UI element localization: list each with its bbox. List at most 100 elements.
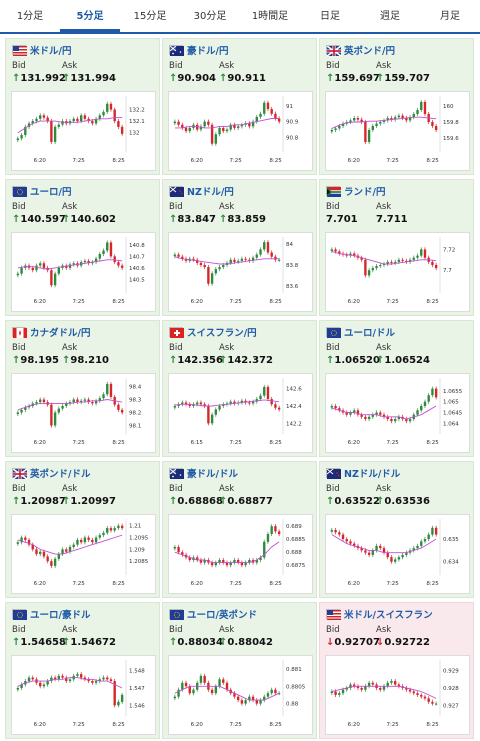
candle-body [177, 547, 180, 553]
y-tick-label: 132 [129, 131, 140, 137]
candle-body [248, 259, 251, 261]
pair-name[interactable]: ランド/円 [344, 187, 386, 198]
pair-name[interactable]: NZドル/ドル [344, 469, 401, 480]
pair-name[interactable]: ユーロ/英ポンド [187, 610, 257, 621]
candle-body [57, 554, 61, 559]
rate-card[interactable]: スイスフラン/円 Bid Ask ↑142.356 ↑142.372 142.6… [162, 320, 317, 457]
candlestick-chart[interactable]: 160 159.8 159.6 6:20 7:25 8:25 [325, 91, 470, 171]
candle-body [16, 273, 20, 276]
pair-title-link[interactable]: 米ドル/円 [12, 43, 71, 57]
rate-card[interactable]: カナダドル/円 Bid Ask ↑98.195 ↑98.210 98.4 98.3… [5, 320, 160, 457]
rate-card[interactable]: NZドル/円 Bid Ask ↑83.847 ↑83.859 84 83.8 83.… [162, 179, 317, 316]
pair-name[interactable]: 米ドル/円 [30, 46, 72, 57]
pair-title-link[interactable]: NZドル/円 [169, 184, 234, 198]
rate-card[interactable]: ユーロ/英ポンド Bid Ask ↑0.88034 ↑0.88042 0.881… [162, 602, 317, 739]
pair-name[interactable]: スイスフラン/円 [187, 328, 257, 339]
pair-name[interactable]: NZドル/円 [187, 187, 234, 198]
rate-card[interactable]: 豪ドル/ドル Bid Ask ↑0.68868 ↑0.68877 0.689 0.… [162, 461, 317, 598]
candlestick-chart[interactable]: 0.881 0.8805 0.88 6:20 7:25 8:25 [168, 655, 313, 735]
pair-title-link[interactable]: 豪ドル/ドル [169, 466, 238, 480]
pair-name[interactable]: ユーロ/ドル [344, 328, 395, 339]
tab-0[interactable]: 1分足 [16, 11, 44, 22]
tab-4[interactable]: 1時間足 [251, 11, 289, 22]
pair-name[interactable]: 英ポンド/ドル [30, 469, 91, 480]
candlestick-chart[interactable]: 142.6 142.4 142.2 6:15 7:25 8:25 [168, 373, 313, 453]
pair-title-link[interactable]: 英ポンド/円 [326, 43, 395, 57]
candle-body [188, 557, 191, 560]
candle-body [393, 681, 397, 685]
candlestick-chart[interactable]: 1.0655 1.065 1.0645 1.064 6:20 7:25 8:25 [325, 373, 470, 453]
candle-body [192, 689, 195, 694]
rate-card[interactable]: ユーロ/ドル Bid Ask ↑1.06520 ↑1.06524 1.0655 1… [319, 320, 474, 457]
pair-name[interactable]: ユーロ/円 [30, 187, 72, 198]
candle-body [416, 693, 419, 695]
candlestick-chart[interactable]: 98.4 98.3 98.2 98.1 6:20 7:25 8:25 [11, 373, 156, 453]
candlestick-chart[interactable]: 84 83.8 83.6 6:20 7:25 8:25 [168, 232, 313, 312]
candlestick-chart[interactable]: 0.929 0.928 0.927 6:20 7:25 8:25 [325, 655, 470, 735]
candlestick-chart[interactable]: 91 90.9 90.8 6:20 7:25 8:25 [168, 91, 313, 171]
pair-name[interactable]: ユーロ/豪ドル [30, 610, 91, 621]
candlestick-chart[interactable]: 1.548 1.547 1.546 6:20 7:25 8:25 [11, 655, 156, 735]
candle-body [364, 122, 367, 142]
tab-5[interactable]: 日足 [320, 11, 340, 22]
candle-body [218, 127, 221, 135]
candle-body [222, 265, 225, 268]
tab-3[interactable]: 30分足 [193, 11, 227, 22]
candle-body [218, 406, 221, 410]
rate-card[interactable]: 英ポンド/ドル Bid Ask ↑1.20987 ↑1.20997 1.21 1.… [5, 461, 160, 598]
rate-card[interactable]: ユーロ/豪ドル Bid Ask ↑1.54658 ↑1.54672 1.548 1… [5, 602, 160, 739]
pair-name[interactable]: 豪ドル/円 [187, 46, 229, 57]
rate-card[interactable]: ユーロ/円 Bid Ask ↑140.597 ↑140.602 140.8 140… [5, 179, 160, 316]
pair-title-link[interactable]: スイスフラン/円 [169, 325, 257, 339]
pair-name[interactable]: 英ポンド/円 [344, 46, 395, 57]
candlestick-chart[interactable]: 0.635 0.634 6:20 7:25 8:25 [325, 514, 470, 594]
candle-body [57, 408, 61, 413]
candlestick-chart[interactable]: 0.689 0.6885 0.688 0.6875 6:20 7:25 8:25 [168, 514, 313, 594]
ask-value: ↓0.92722 [376, 637, 430, 648]
pair-title-link[interactable]: カナダドル/円 [12, 325, 90, 339]
pair-title-link[interactable]: ユーロ/英ポンド [169, 607, 257, 621]
pair-title-link[interactable]: 米ドル/スイスフラン [326, 607, 433, 621]
rate-card[interactable]: NZドル/ドル Bid Ask ↑0.63522 ↑0.63536 0.635 0… [319, 461, 474, 598]
pair-title-link[interactable]: 英ポンド/ドル [12, 466, 90, 480]
candle-body [102, 250, 105, 255]
candle-body [42, 115, 46, 118]
candlestick-chart[interactable]: 7.72 7.7 6:20 7:25 8:25 [325, 232, 470, 312]
candlestick-chart[interactable]: 132.2 132.1 132 6:20 7:25 8:25 [11, 91, 156, 171]
pair-title-link[interactable]: ユーロ/ドル [326, 325, 395, 339]
candlestick-chart[interactable]: 1.21 1.2095 1.209 1.2085 6:20 7:25 8:25 [11, 514, 156, 594]
x-tick-label: 8:25 [269, 299, 282, 305]
rate-card[interactable]: ランド/円 Bid Ask 7.701 7.711 7.72 7.7 6:20 7:2… [319, 179, 474, 316]
rate-card[interactable]: 豪ドル/円 Bid Ask ↑90.904 ↑90.911 91 90.9 90.8… [162, 38, 317, 175]
pair-title-link[interactable]: ユーロ/円 [12, 184, 71, 198]
pair-name[interactable]: 米ドル/スイスフラン [344, 610, 433, 621]
candle-body [244, 700, 247, 704]
pair-name[interactable]: カナダドル/円 [30, 328, 91, 339]
pair-title-link[interactable]: ランド/円 [326, 184, 385, 198]
candle-body [393, 419, 397, 422]
pair-title-link[interactable]: NZドル/ドル [326, 466, 400, 480]
candle-body [98, 398, 101, 401]
candle-body [338, 126, 341, 129]
candlestick-chart[interactable]: 140.8 140.7 140.6 140.5 6:20 7:25 8:25 [11, 232, 156, 312]
tab-6[interactable]: 週足 [380, 11, 400, 22]
rate-card[interactable]: 英ポンド/円 Bid Ask ↑159.697 ↑159.707 160 159.… [319, 38, 474, 175]
pair-name[interactable]: 豪ドル/ドル [187, 469, 238, 480]
chart-svg: 1.21 1.2095 1.209 1.2085 6:20 7:25 8:25 [16, 519, 149, 587]
trend-arrow-icon: ↑ [219, 496, 228, 507]
candle-body [434, 703, 438, 705]
rate-card[interactable]: 米ドル/スイスフラン Bid Ask ↓0.92707 ↓0.92722 0.9… [319, 602, 474, 739]
candle-body [379, 545, 382, 549]
pair-title-link[interactable]: 豪ドル/円 [169, 43, 228, 57]
ask-value: ↑0.88042 [219, 637, 273, 648]
candle-body [50, 677, 53, 682]
candle-body [393, 261, 397, 263]
tab-7[interactable]: 月足 [440, 11, 460, 22]
tab-2[interactable]: 15分足 [133, 11, 167, 22]
pair-title-link[interactable]: ユーロ/豪ドル [12, 607, 90, 621]
ask-value: ↑1.54672 [62, 637, 116, 648]
tab-1[interactable]: 5分足 [60, 0, 120, 32]
flag-icon [12, 327, 27, 338]
y-tick-label: 90.8 [286, 135, 299, 141]
rate-card[interactable]: 米ドル/円 Bid Ask ↑131.992 ↑131.994 132.2 132… [5, 38, 160, 175]
